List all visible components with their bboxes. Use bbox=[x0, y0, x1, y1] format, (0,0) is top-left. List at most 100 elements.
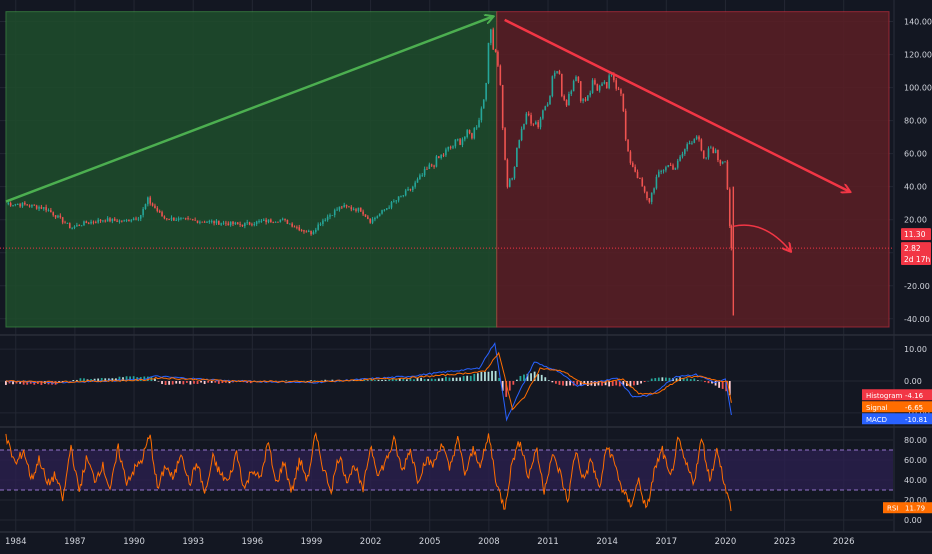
price-candle-body bbox=[617, 88, 620, 90]
macd-histogram-bar bbox=[608, 381, 611, 387]
price-candle-body bbox=[634, 166, 636, 172]
price-candle-body bbox=[24, 202, 26, 205]
macd-histogram-bar bbox=[161, 381, 163, 385]
price-candle-body bbox=[539, 118, 542, 128]
price-candle-body bbox=[149, 197, 152, 204]
macd-histogram-bar bbox=[157, 381, 160, 382]
x-tick-label: 1999 bbox=[301, 537, 323, 547]
price-candle-body bbox=[191, 219, 194, 221]
price-candle-body bbox=[232, 221, 234, 225]
price-candle-body bbox=[104, 220, 107, 222]
price-candle-body bbox=[57, 215, 59, 218]
price-candle-body bbox=[497, 51, 499, 66]
x-tick-label: 1990 bbox=[123, 537, 145, 547]
price-candle-body bbox=[367, 216, 369, 219]
x-tick-label: 2002 bbox=[360, 537, 382, 547]
macd-histogram-bar bbox=[189, 381, 192, 385]
price-candle-body bbox=[383, 209, 386, 211]
price-candle-body bbox=[620, 89, 622, 94]
price-candle-body bbox=[511, 178, 513, 180]
macd-histogram-bar bbox=[693, 378, 696, 381]
price-candle-body bbox=[130, 220, 133, 222]
price-candle-body bbox=[357, 207, 360, 211]
price-candle-body bbox=[210, 221, 213, 222]
macd-legend-badge bbox=[862, 389, 932, 401]
macd-histogram-bar bbox=[193, 381, 195, 384]
macd-histogram-bar bbox=[505, 381, 508, 397]
price-candle-body bbox=[137, 218, 140, 220]
price-candle-body bbox=[265, 219, 267, 223]
macd-histogram-bar bbox=[682, 377, 685, 381]
price-annotation-badge bbox=[901, 253, 931, 266]
price-candle-body bbox=[331, 214, 334, 216]
price-candle-body bbox=[76, 225, 78, 227]
price-candle-body bbox=[473, 128, 476, 139]
macd-histogram-bar bbox=[125, 376, 128, 381]
price-candle-body bbox=[691, 142, 693, 144]
price-candle-body bbox=[161, 212, 163, 217]
macd-histogram-bar bbox=[643, 381, 646, 383]
macd-legend-badge bbox=[862, 401, 932, 413]
x-tick-label: 1987 bbox=[64, 537, 86, 547]
price-candle-body bbox=[610, 74, 613, 76]
price-candle-body bbox=[21, 202, 24, 207]
y-tick-label: 60.00 bbox=[904, 150, 927, 159]
macd-histogram-bar bbox=[377, 379, 380, 381]
macd-histogram-bar bbox=[700, 380, 703, 382]
price-candle-body bbox=[83, 221, 85, 226]
price-candle-body bbox=[222, 222, 225, 224]
price-candle-body bbox=[551, 76, 554, 97]
price-candle-body bbox=[12, 205, 14, 206]
price-candle-body bbox=[591, 80, 594, 93]
price-candle-body bbox=[196, 220, 199, 223]
price-candle-body bbox=[700, 139, 703, 151]
macd-histogram-bar bbox=[278, 381, 281, 382]
signal-line bbox=[5, 351, 732, 411]
macd-histogram-bar bbox=[363, 379, 366, 381]
macd-histogram-bar bbox=[228, 381, 231, 384]
price-candle-body bbox=[298, 227, 301, 231]
price-candle-body bbox=[532, 123, 535, 125]
price-candle-body bbox=[428, 164, 431, 169]
price-candle-body bbox=[397, 196, 400, 201]
macd-histogram-bar bbox=[86, 379, 89, 381]
price-candle-body bbox=[241, 224, 244, 227]
price-candles bbox=[7, 27, 733, 251]
price-candle-body bbox=[416, 179, 419, 183]
price-candle-body bbox=[78, 225, 81, 226]
price-candle-body bbox=[605, 82, 608, 89]
macd-histogram-bar bbox=[480, 371, 483, 381]
price-candle-body bbox=[225, 222, 227, 224]
price-candle-body bbox=[272, 221, 275, 223]
price-candle-body bbox=[426, 168, 428, 170]
macd-legend-value: -4.16 bbox=[905, 392, 924, 400]
macd-histogram-bar bbox=[452, 377, 454, 381]
price-candle-body bbox=[206, 222, 208, 223]
projection-curve-arrow bbox=[733, 224, 790, 251]
macd-histogram-bar bbox=[512, 381, 515, 385]
macd-histogram-bar bbox=[650, 378, 653, 381]
price-candle-body bbox=[312, 231, 315, 235]
macd-histogram-bar bbox=[402, 378, 405, 381]
macd-histogram-bar bbox=[303, 380, 305, 382]
price-candle-body bbox=[362, 211, 364, 215]
price-candle-body bbox=[165, 218, 168, 220]
price-candle-body bbox=[42, 207, 45, 209]
price-candle-body bbox=[288, 223, 291, 225]
macd-histogram-bar bbox=[558, 381, 561, 385]
x-tick-label: 2026 bbox=[833, 537, 855, 547]
y-tick-label: 0.00 bbox=[904, 516, 922, 525]
price-candle-body bbox=[624, 110, 627, 140]
price-candle-body bbox=[300, 230, 303, 231]
price-candle-body bbox=[54, 215, 57, 218]
price-candle-body bbox=[445, 149, 447, 156]
macd-histogram-bar bbox=[565, 381, 568, 386]
price-candle-body bbox=[144, 204, 147, 210]
price-candle-body bbox=[523, 124, 525, 129]
price-candle-body bbox=[111, 218, 114, 222]
price-candle-body bbox=[643, 186, 646, 192]
price-candle-body bbox=[478, 120, 480, 128]
price-candle-body bbox=[184, 217, 187, 219]
price-candle-body bbox=[480, 108, 483, 121]
